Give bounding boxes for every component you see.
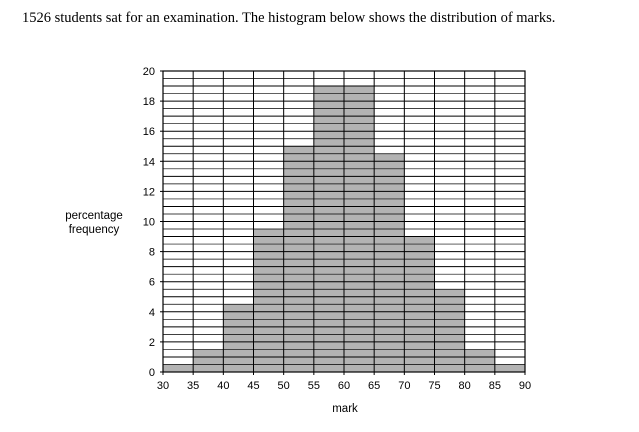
histogram-bar <box>193 349 224 372</box>
histogram-bar <box>163 364 194 372</box>
histogram-bar <box>434 289 465 372</box>
x-tick-label: 65 <box>368 380 380 392</box>
x-tick-label: 30 <box>157 380 169 392</box>
x-tick-label: 75 <box>428 380 440 392</box>
y-tick-label: 2 <box>149 337 155 349</box>
x-tick-label: 35 <box>187 380 199 392</box>
y-tick-labels: 0 2 4 6 8 10 12 14 16 18 20 <box>143 66 155 379</box>
histogram-bar <box>464 349 495 372</box>
y-tick-label: 16 <box>143 126 155 138</box>
y-tick-label: 4 <box>149 307 155 319</box>
y-axis-label-line-2: frequency <box>68 224 120 236</box>
histogram-bar <box>223 304 254 372</box>
x-tick-label: 45 <box>247 380 259 392</box>
histogram-bar <box>494 364 525 372</box>
x-tick-label: 85 <box>489 380 501 392</box>
y-tick-label: 0 <box>149 367 155 379</box>
plot-frame <box>160 70 526 375</box>
x-tick-label: 90 <box>519 380 531 392</box>
x-tick-label: 50 <box>278 380 290 392</box>
histogram-bar <box>253 229 284 372</box>
grid-lines <box>162 70 526 373</box>
y-tick-label: 12 <box>143 186 155 198</box>
y-tick-label: 10 <box>143 217 155 229</box>
y-tick-label: 20 <box>143 66 155 78</box>
x-tick-label: 55 <box>308 380 320 392</box>
x-axis-label: mark <box>332 403 358 415</box>
x-tick-label: 80 <box>459 380 471 392</box>
y-tick-label: 14 <box>143 156 155 168</box>
y-axis-label: percentage frequency <box>52 209 136 237</box>
question-text: 1526 students sat for an examination. Th… <box>22 10 556 26</box>
y-axis-label-line-1: percentage <box>65 210 123 222</box>
histogram-bar <box>374 153 405 372</box>
x-tick-label: 40 <box>217 380 229 392</box>
y-tick-label: 18 <box>143 96 155 108</box>
x-tick-label: 60 <box>338 380 350 392</box>
y-tick-label: 6 <box>149 277 155 289</box>
x-tick-label: 70 <box>398 380 410 392</box>
y-tick-label: 8 <box>149 247 155 259</box>
x-tick-labels: 30 35 40 45 50 55 60 65 70 75 80 85 90 <box>157 380 531 392</box>
